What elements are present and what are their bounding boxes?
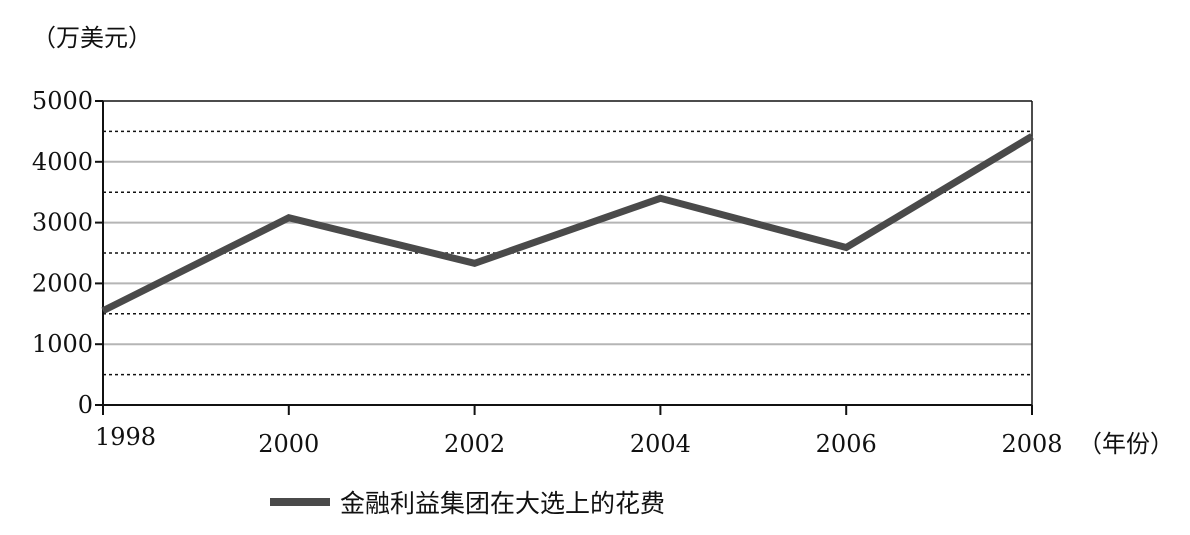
legend-swatch (270, 498, 330, 506)
major-gridlines (103, 160, 1032, 346)
x-tick-label: 2000 (258, 430, 319, 458)
y-tick-label: 2000 (32, 269, 93, 297)
y-tick-label: 4000 (32, 148, 93, 176)
y-tick-label: 3000 (32, 209, 93, 237)
x-tick-label: 2008 (1001, 430, 1062, 458)
legend: 金融利益集团在大选上的花费 (270, 484, 665, 520)
axes (102, 100, 1033, 406)
legend-label: 金融利益集团在大选上的花费 (340, 489, 666, 518)
x-tick-label: 2006 (816, 430, 877, 458)
x-tick-label: 2002 (444, 430, 505, 458)
y-axis-ticks: 0 1000 2000 3000 4000 5000 (32, 87, 103, 419)
y-tick-label: 1000 (32, 330, 93, 358)
minor-gridlines (103, 130, 1032, 376)
x-unit-label: （年份） (1078, 430, 1174, 458)
y-unit-label: （万美元） (32, 24, 152, 52)
y-tick-label: 5000 (32, 87, 93, 115)
y-tick-label: 0 (78, 391, 93, 419)
x-axis-ticks: 1998 2000 2002 2004 2006 2008 (95, 405, 1063, 458)
series-group (101, 133, 1034, 314)
series-line (101, 133, 1034, 314)
x-tick-label: 1998 (95, 423, 156, 451)
x-tick-label: 2004 (630, 430, 691, 458)
